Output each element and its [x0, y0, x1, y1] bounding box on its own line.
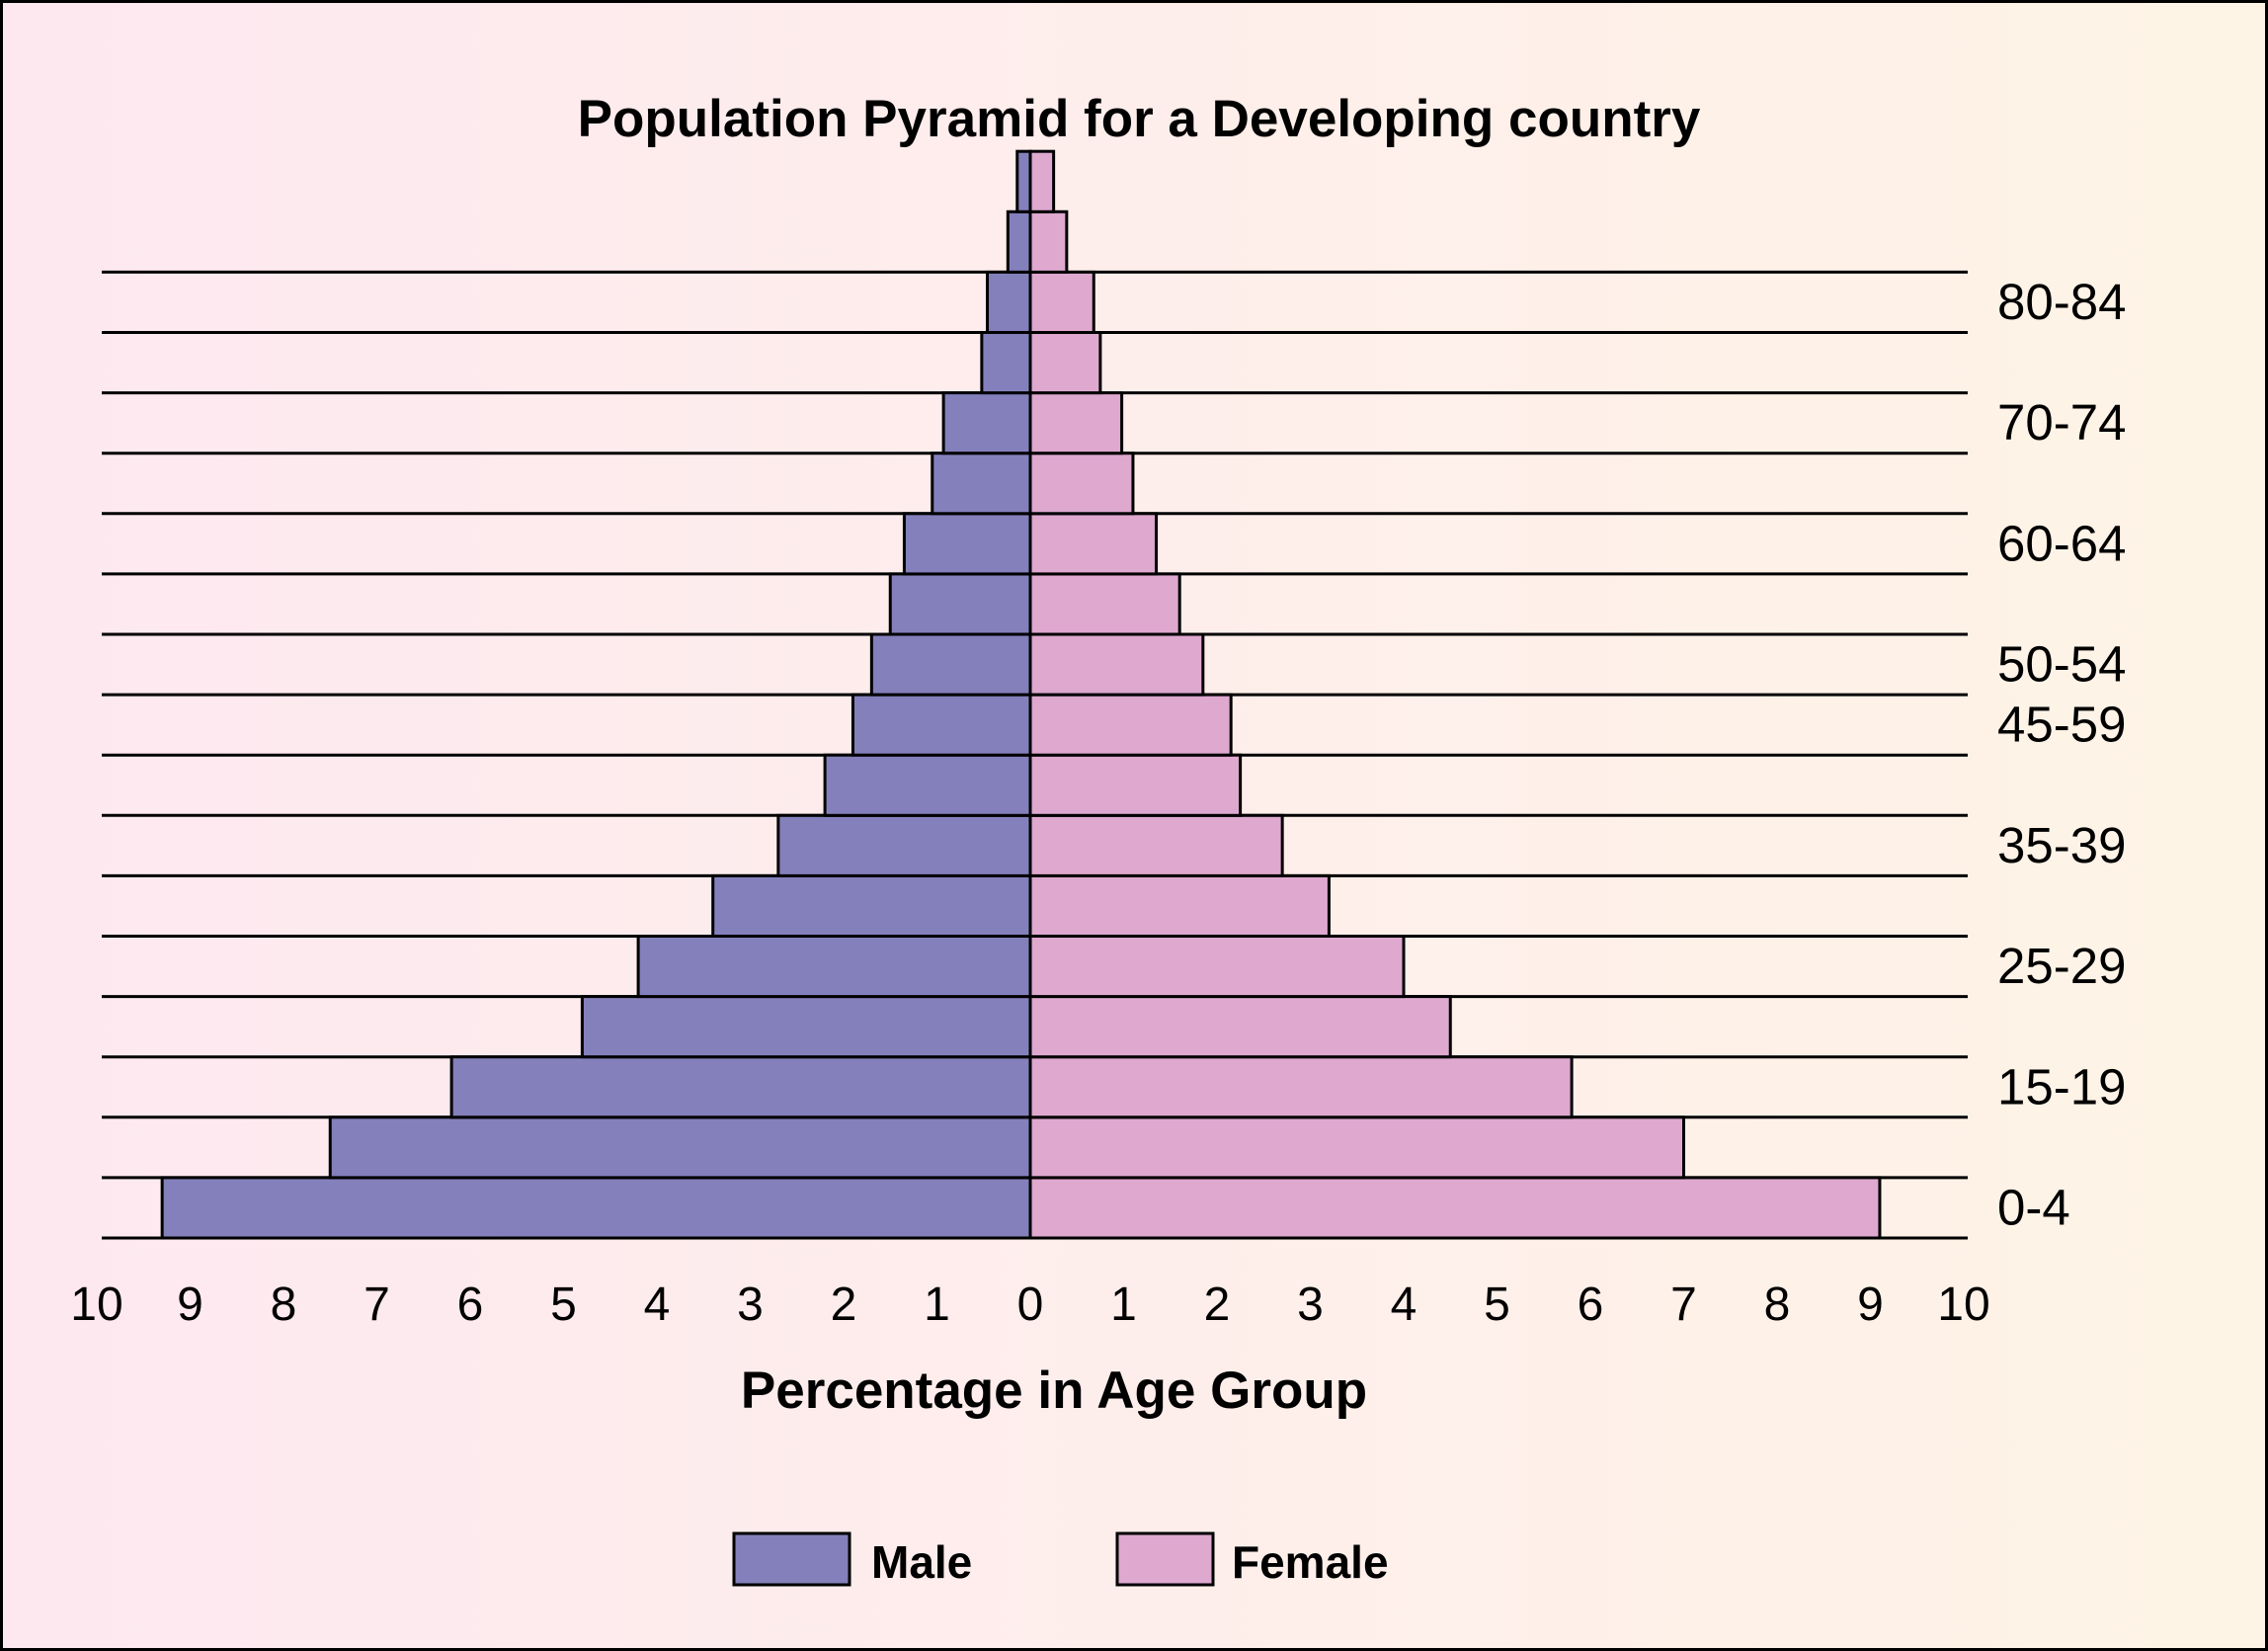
bar-female [1028, 512, 1159, 576]
x-tick-label: 7 [364, 1279, 390, 1331]
bar-male [888, 572, 1032, 636]
bar-female [1028, 753, 1243, 817]
x-tick-label: 4 [1391, 1279, 1418, 1331]
bar-female [1028, 1055, 1574, 1119]
bar-male [1015, 149, 1032, 213]
age-group-label: 45-59 [1997, 697, 2126, 753]
bars [160, 149, 1882, 1240]
age-group-label: 15-19 [1997, 1058, 2126, 1114]
age-group-label: 0-4 [1997, 1179, 2070, 1235]
bar-female [1028, 209, 1069, 274]
bar-female [1028, 632, 1205, 697]
bar-male [636, 935, 1032, 999]
x-tick-label: 0 [1017, 1279, 1044, 1331]
x-tick-label: 8 [271, 1279, 297, 1331]
bar-female [1028, 1115, 1685, 1180]
bar-male [931, 452, 1032, 516]
x-tick-label: 6 [1578, 1279, 1604, 1331]
x-tick-label: 7 [1670, 1279, 1697, 1331]
bar-male [1006, 209, 1032, 274]
legend-label-female: Female [1232, 1536, 1389, 1588]
x-tick-label: 9 [177, 1279, 203, 1331]
bar-male [902, 512, 1032, 576]
age-group-label: 25-29 [1997, 938, 2126, 994]
bar-female [1028, 452, 1135, 516]
bar-male [823, 753, 1032, 817]
legend: Male Female [732, 1531, 1389, 1588]
x-tick-label: 4 [644, 1279, 671, 1331]
bar-male [980, 331, 1032, 395]
bar-male [776, 813, 1032, 877]
age-group-label: 70-74 [1997, 394, 2126, 451]
x-tick-label: 10 [1937, 1279, 1989, 1331]
age-group-label: 60-64 [1997, 515, 2126, 571]
bar-male [449, 1055, 1032, 1119]
x-tick-label: 6 [457, 1279, 484, 1331]
x-ticks: 10 9 8 7 6 5 4 3 2 1 0 1 2 3 4 5 6 7 8 9 10 [70, 1279, 1989, 1331]
x-tick-label: 2 [1204, 1279, 1231, 1331]
bar-male [986, 270, 1032, 334]
chart-title: Population Pyramid for a Developing coun… [578, 90, 1701, 148]
bar-female [1028, 995, 1452, 1059]
age-group-label: 35-39 [1997, 817, 2126, 873]
age-group-label: 80-84 [1997, 274, 2126, 330]
bar-male [941, 391, 1032, 455]
legend-swatch-female [1115, 1531, 1215, 1587]
bar-female [1028, 813, 1284, 877]
x-tick-label: 5 [550, 1279, 577, 1331]
x-tick-label: 1 [1110, 1279, 1137, 1331]
x-tick-label: 9 [1857, 1279, 1884, 1331]
x-axis-label: Percentage in Age Group [741, 1362, 1367, 1420]
bar-female [1028, 270, 1095, 334]
x-tick-label: 10 [70, 1279, 122, 1331]
x-tick-label: 5 [1484, 1279, 1510, 1331]
bar-male [328, 1115, 1032, 1180]
bar-female [1028, 935, 1406, 999]
bar-female [1028, 873, 1331, 939]
bar-male [711, 873, 1032, 939]
bar-male [580, 995, 1032, 1059]
bar-female [1028, 149, 1056, 213]
x-tick-label: 3 [737, 1279, 764, 1331]
legend-label-male: Male [871, 1536, 972, 1588]
legend-swatch-male [732, 1531, 851, 1587]
age-group-label: 50-54 [1997, 636, 2126, 693]
x-tick-label: 2 [831, 1279, 857, 1331]
bar-male [869, 632, 1032, 697]
x-tick-label: 1 [924, 1279, 950, 1331]
x-tick-label: 8 [1764, 1279, 1791, 1331]
bar-female [1028, 1176, 1882, 1240]
bar-female [1028, 331, 1102, 395]
bar-male [850, 693, 1032, 757]
bar-female [1028, 391, 1124, 455]
bar-female [1028, 693, 1233, 757]
x-tick-label: 3 [1297, 1279, 1324, 1331]
bar-female [1028, 572, 1181, 636]
bar-male [160, 1176, 1032, 1240]
